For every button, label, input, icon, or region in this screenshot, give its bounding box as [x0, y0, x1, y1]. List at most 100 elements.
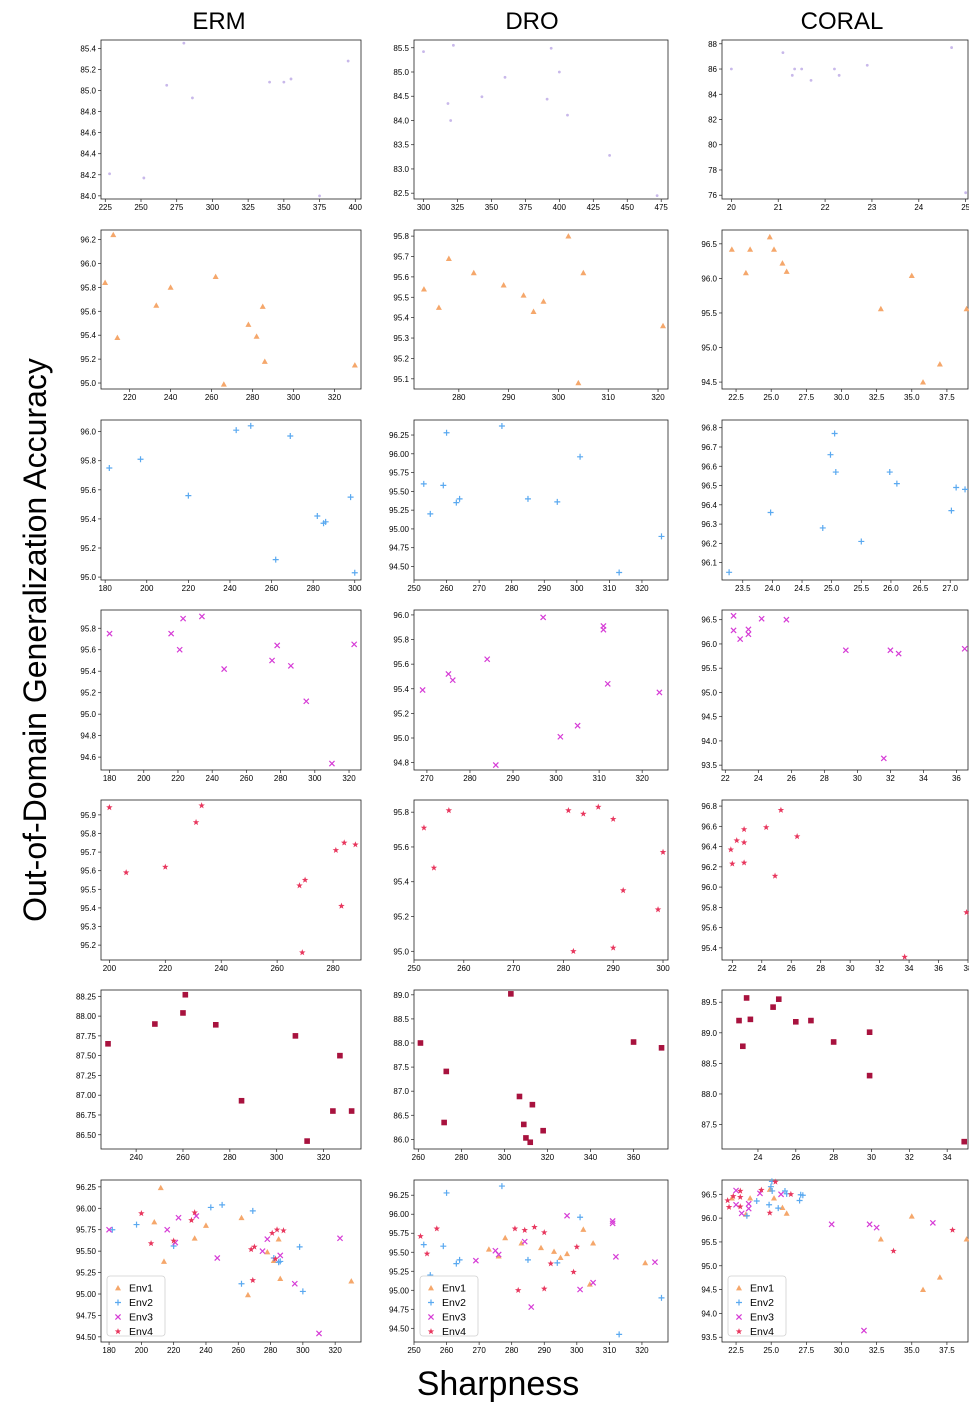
x-tick-label: 260 — [232, 1346, 246, 1355]
x-tick-label: 280 — [223, 1153, 237, 1162]
data-point — [809, 78, 813, 82]
data-point — [745, 1205, 752, 1212]
x-tick-label: 260 — [440, 584, 454, 593]
data-point — [860, 1327, 868, 1334]
series-Env3 — [472, 1212, 658, 1311]
data-point — [808, 1017, 814, 1024]
x-tick-label: 240 — [129, 1153, 143, 1162]
y-tick-label: 88.25 — [76, 992, 97, 1001]
data-point — [151, 1219, 158, 1225]
data-point — [328, 760, 335, 767]
panel-r6-c2: 22.5 25.0 27.5 30.0 32.5 35.0 37.5 93.5 94.0 94.5… — [701, 1178, 969, 1355]
data-point — [202, 1222, 209, 1228]
x-tick-label: 475 — [655, 203, 669, 212]
data-point — [238, 1097, 245, 1104]
y-tick-label: 87.75 — [76, 1032, 97, 1041]
legend-box — [419, 1275, 479, 1337]
x-tick-label: 280 — [455, 1153, 469, 1162]
y-tick-label: 95.75 — [76, 1226, 97, 1235]
data-point — [446, 102, 450, 105]
data-point — [153, 302, 160, 308]
data-point — [441, 1119, 447, 1126]
data-point — [775, 996, 782, 1002]
x-tick-label: 34 — [919, 774, 928, 783]
y-tick-label: 86.75 — [76, 1111, 97, 1120]
x-tick-label: 320 — [328, 1346, 342, 1355]
data-point — [733, 1201, 740, 1208]
data-point — [529, 1101, 536, 1108]
y-tick-label: 96.25 — [76, 1183, 97, 1192]
y-tick-label: 95.2 — [393, 709, 409, 718]
data-point — [767, 1183, 774, 1190]
data-point — [495, 1251, 502, 1258]
x-tick-label: 270 — [507, 964, 521, 973]
x-tick-label: 300 — [498, 1153, 512, 1162]
legend-box — [106, 1275, 166, 1337]
y-tick-label: 96.25 — [389, 431, 410, 440]
data-point — [651, 1259, 658, 1266]
y-tick-label: 86.0 — [393, 1135, 409, 1144]
data-point — [277, 1275, 284, 1281]
data-point — [261, 358, 268, 364]
data-point — [523, 1135, 529, 1141]
data-point — [470, 269, 477, 276]
data-point — [351, 569, 358, 576]
data-point — [485, 1246, 492, 1252]
y-tick-label: 85.2 — [80, 65, 96, 74]
x-tick-label: 22 — [721, 774, 730, 783]
y-tick-label: 96.8 — [701, 802, 717, 811]
y-tick-label: 95.8 — [80, 624, 96, 633]
panel-r4-c2: 22 24 26 28 30 32 34 36 38 95.4 95.6 95.8 96.0 96.2 96… — [701, 799, 969, 973]
data-point — [147, 1240, 155, 1247]
data-point — [456, 495, 463, 502]
data-point — [351, 362, 358, 368]
data-point — [495, 1253, 502, 1259]
data-point — [253, 333, 260, 339]
y-tick-label: 95.2 — [393, 913, 409, 922]
y-tick-label: 96.00 — [76, 1204, 97, 1213]
data-point — [600, 626, 607, 633]
data-point — [520, 1121, 527, 1128]
x-tick-label: 290 — [502, 393, 516, 402]
y-tick-label: 95.6 — [80, 867, 96, 876]
data-point — [301, 876, 309, 883]
data-point — [580, 810, 587, 817]
data-point — [514, 1286, 522, 1294]
data-point — [162, 863, 169, 870]
y-tick-label: 95.50 — [389, 487, 410, 496]
data-point — [337, 1052, 343, 1059]
x-tick-label: 290 — [607, 964, 621, 973]
series-points — [417, 991, 665, 1146]
legend-label: Env2 — [129, 1297, 153, 1309]
x-tick-label: 300 — [206, 203, 220, 212]
data-point — [212, 1022, 219, 1028]
y-tick-label: 95.5 — [701, 309, 717, 318]
legend-label: Env1 — [750, 1283, 774, 1295]
data-point — [275, 1236, 282, 1242]
data-point — [730, 627, 737, 634]
y-tick-label: 96.3 — [701, 520, 717, 529]
data-point — [658, 1294, 665, 1301]
data-point — [616, 569, 623, 576]
series-Env3 — [733, 1187, 936, 1334]
data-point — [214, 1254, 221, 1262]
data-point — [738, 1210, 745, 1217]
y-tick-label: 94.75 — [76, 1311, 97, 1320]
y-tick-label: 95.6 — [393, 273, 409, 282]
panel-r0-c0: 225 250 275 300 325 350 375 400 84.0 84.2 84.4 84.6… — [80, 39, 363, 212]
data-point — [244, 1291, 251, 1298]
x-tick-label: 32 — [886, 774, 895, 783]
x-tick-label: 320 — [342, 774, 356, 783]
data-point — [207, 1204, 214, 1211]
plot-frame — [721, 799, 969, 961]
data-point — [540, 614, 547, 621]
x-tick-label: 340 — [584, 1153, 598, 1162]
x-tick-label: 260 — [270, 964, 284, 973]
data-point — [287, 662, 294, 669]
x-tick-label: 37.5 — [939, 393, 955, 402]
y-tick-label: 95.6 — [393, 660, 409, 669]
y-tick-label: 96.0 — [701, 274, 717, 283]
x-tick-label: 250 — [407, 584, 421, 593]
y-tick-label: 93.5 — [701, 1333, 717, 1342]
data-point — [577, 1286, 584, 1293]
